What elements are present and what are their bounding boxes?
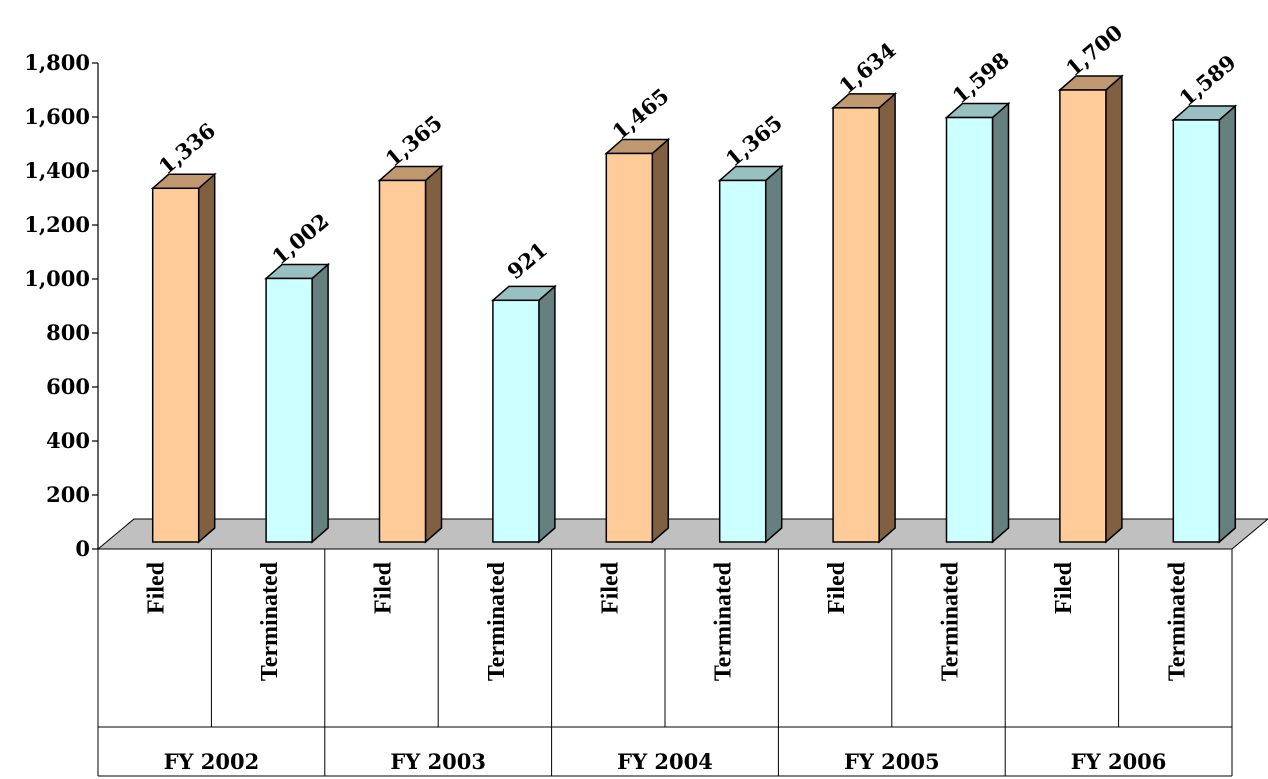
bar-filed-4	[1059, 89, 1107, 543]
bars	[150, 74, 1238, 544]
group-label-3: FY 2005	[844, 749, 940, 774]
category-label-filed-3: Filed	[824, 561, 850, 614]
y-tick-label: 800	[46, 320, 90, 345]
y-tick-label: 1,800	[24, 50, 90, 75]
bar-side-terminated-0	[311, 262, 329, 544]
data-label-terminated-0: 1,002	[267, 208, 333, 269]
y-tick-label: 1,400	[24, 158, 90, 183]
data-label-filed-3: 1,634	[834, 37, 900, 98]
y-tick-label: 400	[46, 428, 90, 453]
data-label-filed-0: 1,336	[154, 118, 220, 179]
category-label-terminated-1: Terminated	[484, 561, 510, 681]
group-label-2: FY 2004	[617, 749, 713, 774]
bar-terminated-4	[1172, 119, 1221, 543]
bar-filed-0	[151, 187, 200, 543]
group-label-0: FY 2002	[164, 749, 260, 774]
bar-filed-3	[832, 107, 880, 543]
bar-side-filed-3	[878, 92, 896, 544]
bar-terminated-3	[945, 116, 994, 543]
category-label-filed-1: Filed	[371, 561, 397, 614]
category-label-filed-4: Filed	[1051, 561, 1077, 614]
y-tick-label: 1,200	[24, 212, 90, 237]
data-label-terminated-4: 1,589	[1174, 50, 1240, 111]
group-label-4: FY 2006	[1071, 749, 1167, 774]
bar-side-terminated-3	[991, 101, 1010, 544]
bar-side-filed-1	[424, 164, 443, 544]
bar-side-terminated-1	[538, 284, 556, 544]
data-label-filed-2: 1,465	[607, 83, 673, 144]
category-label-terminated-4: Terminated	[1164, 561, 1190, 681]
bar-terminated-0	[265, 277, 313, 543]
y-axis: 0 200 400 600 800 1,000 1,200 1,400 1,600 1,800	[24, 50, 99, 561]
bar-filed-2	[605, 152, 654, 543]
category-label-filed-2: Filed	[597, 561, 623, 614]
bar-side-terminated-4	[1218, 104, 1237, 544]
data-label-filed-1: 1,365	[380, 110, 446, 171]
bar-terminated-2	[718, 179, 767, 543]
data-label-terminated-1: 921	[502, 237, 552, 284]
data-label-filed-4: 1,700	[1061, 20, 1127, 81]
category-label-terminated-2: Terminated	[711, 561, 737, 681]
group-label-1: FY 2003	[390, 749, 486, 774]
category-label-terminated-0: Terminated	[257, 561, 283, 681]
category-label-filed-0: Filed	[144, 561, 170, 614]
y-tick-label: 0	[75, 536, 90, 561]
category-table: FY 2002 Filed Terminated FY 2003 Filed Termin…	[97, 549, 1233, 777]
bar-side-filed-4	[1105, 74, 1123, 544]
data-label-terminated-3: 1,598	[947, 47, 1013, 108]
y-tick-label: 1,000	[24, 266, 90, 291]
y-tick-label: 200	[46, 482, 90, 507]
data-label-terminated-2: 1,365	[721, 110, 787, 171]
bar-side-filed-2	[651, 137, 670, 544]
bar-side-filed-0	[197, 172, 216, 544]
bar-side-terminated-2	[764, 164, 783, 544]
y-tick-label: 600	[46, 374, 90, 399]
category-label-terminated-3: Terminated	[938, 561, 964, 681]
bar-filed-1	[378, 179, 427, 543]
y-tick-label: 1,600	[24, 104, 90, 129]
bar-terminated-1	[492, 299, 540, 543]
